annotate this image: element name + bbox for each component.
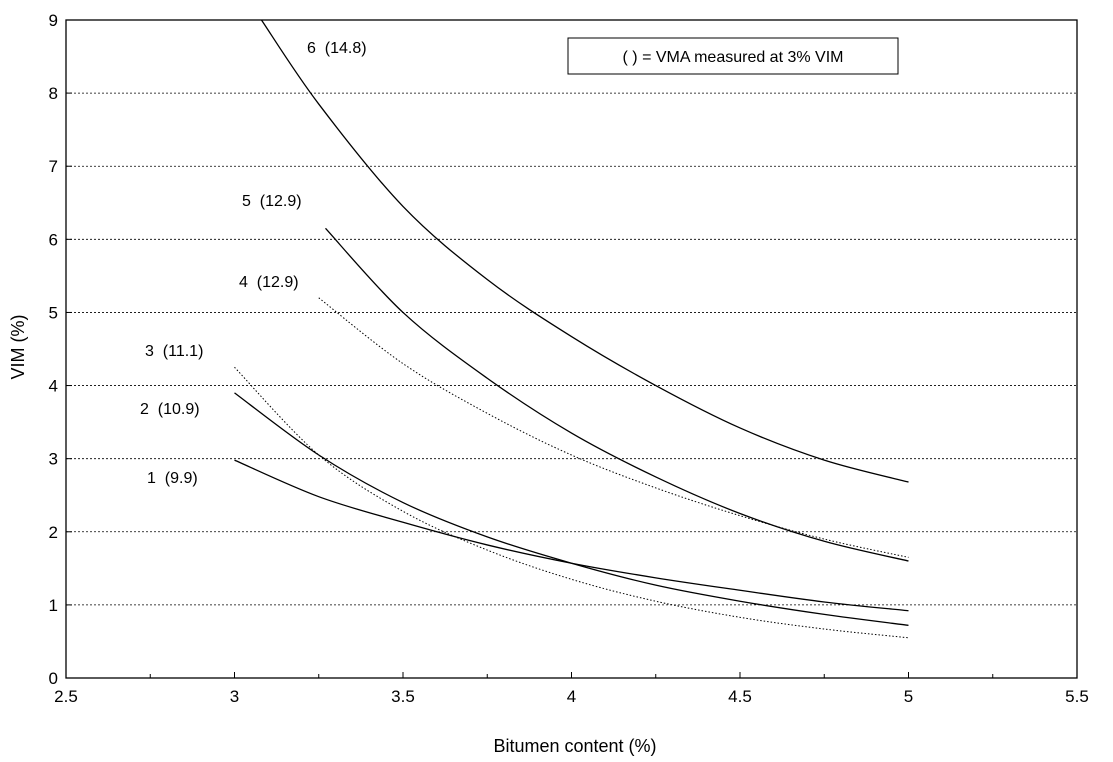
y-tick-label: 8 [49,84,58,103]
y-tick-label: 9 [49,11,58,30]
series-line-2 [234,392,909,627]
y-tick-label: 0 [49,669,58,688]
y-tick-label: 3 [49,450,58,469]
series-line-4 [318,297,909,558]
series-label-4: 4 (12.9) [239,274,299,291]
x-tick-label: 4 [567,687,576,706]
x-axis-title: Bitumen content (%) [493,736,656,756]
x-tick-label: 5.5 [1065,687,1089,706]
x-tick-label: 5 [904,687,913,706]
series-labels: 1 (9.9) 2 (10.9) 3 (11.1) 4 (12.9) 5 (12.9) 6… [140,40,367,487]
series-label-5: 5 (12.9) [242,193,302,210]
series-label-6: 6 (14.8) [307,40,367,57]
legend-note-box [567,37,899,75]
y-tick-label: 7 [49,157,58,176]
x-tick-label: 4.5 [728,687,752,706]
plot-frame [65,19,1078,679]
series-label-2: 2 (10.9) [140,401,200,418]
series-line-6 [260,19,909,483]
legend-note: ( ) = VMA measured at 3% VIM [567,37,899,75]
series-line-5 [325,227,909,562]
y-axis-ticks: 0 1 2 3 4 5 6 7 8 9 [49,11,72,688]
y-tick-label: 5 [49,303,58,322]
y-tick-label: 4 [49,377,58,396]
series-label-1: 1 (9.9) [147,470,198,487]
x-axis-ticks: 2.5 3 3.5 4 4.5 5 5.5 [54,672,1089,706]
x-tick-label: 2.5 [54,687,78,706]
x-tick-label: 3 [230,687,239,706]
legend-note-text: ( ) = VMA measured at 3% VIM [623,49,844,66]
y-tick-label: 1 [49,596,58,615]
gridlines [66,92,1077,606]
series-line-1 [234,459,909,612]
y-axis-title: VIM (%) [8,315,28,380]
y-tick-label: 6 [49,230,58,249]
y-tick-label: 2 [49,523,58,542]
series-lines [234,19,909,639]
series-label-3: 3 (11.1) [145,343,203,360]
x-tick-label: 3.5 [391,687,415,706]
